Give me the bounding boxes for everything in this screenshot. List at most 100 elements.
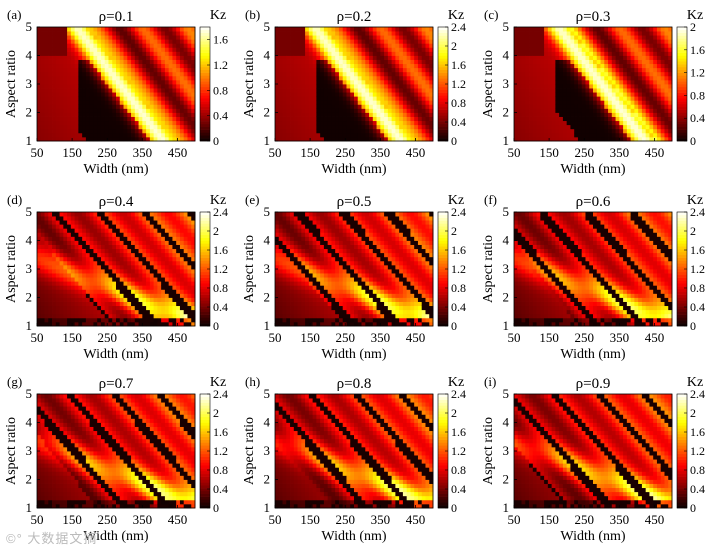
heatmap-cell: [116, 84, 121, 89]
heatmap-cell: [55, 309, 60, 315]
heatmap-cell: [555, 39, 560, 44]
heatmap-cell: [593, 63, 598, 69]
heatmap-cell: [429, 92, 434, 97]
heatmap-cell: [611, 43, 616, 48]
heatmap-cell: [514, 116, 519, 122]
heatmap-cell: [551, 88, 556, 93]
heatmap-cell: [142, 220, 147, 225]
colorbar-segment: [677, 75, 687, 79]
heatmap-cell: [179, 244, 185, 250]
heatmap-cell: [168, 236, 173, 241]
heatmap-cell: [59, 313, 64, 319]
heatmap-cell: [191, 305, 196, 311]
colorbar-segment: [200, 92, 210, 96]
heatmap-cell: [168, 281, 173, 286]
heatmap-cell: [619, 35, 624, 40]
heatmap-cell: [361, 88, 366, 93]
heatmap-cell: [402, 35, 408, 40]
heatmap-cell: [104, 31, 109, 36]
heatmap-cell: [425, 27, 430, 32]
heatmap-cell: [604, 43, 609, 48]
heatmap-cell: [63, 43, 68, 48]
heatmap-cell: [55, 128, 60, 134]
heatmap-cell: [623, 31, 628, 36]
heatmap-cell: [380, 84, 385, 89]
heatmap-cell: [312, 116, 317, 122]
heatmap-cell: [331, 108, 336, 113]
heatmap-cell: [82, 305, 87, 311]
heatmap-cell: [93, 75, 98, 81]
heatmap-cell: [161, 96, 166, 101]
heatmap-cell: [290, 63, 295, 69]
heatmap-cell: [52, 264, 57, 270]
heatmap-cell: [342, 39, 347, 44]
heatmap-cell: [357, 47, 362, 52]
heatmap-cell: [664, 47, 669, 52]
heatmap-cell: [305, 136, 310, 142]
heatmap-cell: [116, 67, 121, 73]
heatmap-cell: [179, 264, 185, 270]
heatmap-cell: [525, 120, 530, 126]
heatmap-cell: [312, 71, 317, 77]
heatmap-cell: [116, 244, 121, 250]
heatmap-cell: [305, 47, 310, 52]
heatmap-cell: [52, 84, 57, 89]
heatmap-cell: [574, 39, 579, 44]
heatmap-cell: [142, 305, 147, 311]
heatmap-cell: [649, 35, 654, 40]
heatmap-cell: [611, 67, 616, 73]
heatmap-cell: [48, 236, 53, 241]
heatmap-cell: [327, 96, 332, 101]
heatmap-cell: [547, 75, 553, 81]
heatmap-cell: [615, 128, 620, 134]
heatmap-cell: [668, 128, 673, 134]
heatmap-cell: [74, 84, 79, 89]
heatmap-cell: [604, 84, 609, 89]
heatmap-cell: [574, 27, 579, 32]
heatmap-cell: [97, 108, 102, 113]
heatmap-cell: [290, 132, 295, 138]
heatmap-cell: [536, 108, 541, 113]
heatmap-cell: [301, 27, 306, 32]
heatmap-cell: [604, 124, 609, 130]
heatmap-cell: [63, 244, 68, 250]
heatmap-cell: [312, 128, 317, 134]
heatmap-cell: [425, 96, 430, 101]
heatmap-cell: [59, 92, 64, 97]
heatmap-cell: [596, 120, 601, 126]
heatmap-cell: [112, 264, 117, 270]
heatmap-cell: [608, 43, 613, 48]
heatmap-cell: [286, 27, 291, 32]
heatmap-cell: [52, 31, 57, 36]
heatmap-cell: [48, 71, 53, 77]
heatmap-cell: [40, 35, 45, 40]
heatmap-cell: [187, 116, 192, 122]
heatmap-cell: [589, 136, 594, 142]
heatmap-cell: [55, 79, 60, 85]
heatmap-cell: [414, 108, 419, 113]
heatmap-cell: [634, 88, 639, 93]
heatmap-cell: [626, 120, 632, 126]
heatmap-cell: [429, 104, 434, 109]
heatmap-cell: [593, 136, 598, 142]
heatmap-cell: [395, 71, 400, 77]
heatmap-cell: [176, 293, 181, 298]
heatmap-cell: [119, 79, 124, 85]
heatmap-cell: [540, 96, 545, 101]
heatmap-cell: [656, 120, 662, 126]
heatmap-cell: [100, 63, 106, 69]
heatmap-cell: [104, 232, 109, 237]
heatmap-cell: [562, 27, 568, 32]
heatmap-cell: [89, 31, 94, 36]
heatmap-cell: [116, 305, 121, 311]
heatmap-cell: [104, 256, 109, 262]
heatmap-cell: [286, 39, 291, 44]
heatmap-cell: [521, 63, 526, 69]
heatmap-cell: [89, 71, 94, 77]
heatmap-cell: [514, 79, 519, 85]
heatmap-cell: [142, 108, 147, 113]
heatmap-cell: [108, 240, 113, 245]
heatmap-cell: [391, 124, 396, 130]
heatmap-cell: [172, 116, 177, 122]
heatmap-cell: [327, 88, 332, 93]
